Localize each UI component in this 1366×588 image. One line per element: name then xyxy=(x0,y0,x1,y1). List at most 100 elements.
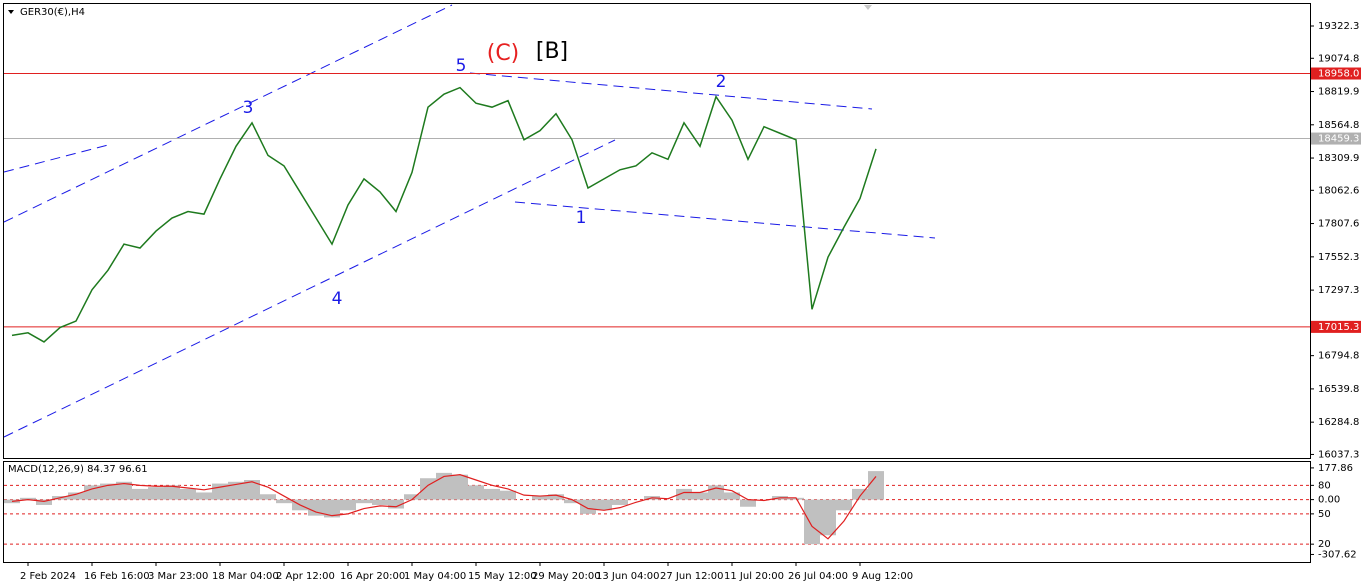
macd-bar xyxy=(724,492,740,500)
wave-label: 4 xyxy=(332,289,343,309)
price-level-tag xyxy=(1311,132,1361,145)
macd-bar xyxy=(420,478,436,500)
macd-bar xyxy=(276,499,292,504)
x-tick-label: 16 Feb 16:00 xyxy=(84,571,150,582)
wave-label: (C) xyxy=(487,41,520,66)
macd-bar xyxy=(68,492,84,500)
price-level-label: 18459.3 xyxy=(1318,134,1359,145)
chart-title: GER30(€),H4 xyxy=(20,7,85,18)
macd-bar xyxy=(164,485,180,500)
channel-line xyxy=(469,72,873,110)
macd-bar xyxy=(228,481,244,500)
shift-marker xyxy=(864,5,872,10)
macd-bar xyxy=(116,481,132,500)
x-tick-label: 13 Jun 04:00 xyxy=(596,571,660,582)
macd-bar xyxy=(692,492,708,500)
macd-bar xyxy=(820,499,836,536)
macd-bar xyxy=(372,499,388,505)
x-tick-label: 18 Mar 04:00 xyxy=(212,571,279,582)
macd-bar xyxy=(676,488,692,500)
y-tick-label: 16037.3 xyxy=(1318,449,1359,460)
x-tick-label: 2 Apr 12:00 xyxy=(276,571,335,582)
channel-line xyxy=(3,139,616,438)
macd-bar xyxy=(548,494,564,500)
macd-bar xyxy=(20,497,36,500)
signal-line xyxy=(11,474,877,540)
y-tick-label: 18062.6 xyxy=(1318,185,1359,196)
y-tick-label: 177.86 xyxy=(1318,463,1353,474)
x-tick-label: 9 Aug 12:00 xyxy=(852,571,913,582)
y-tick-label: 18564.8 xyxy=(1318,120,1359,131)
y-tick-label: 18309.9 xyxy=(1318,153,1359,164)
macd-bar xyxy=(100,483,116,500)
y-tick-label: 19074.8 xyxy=(1318,53,1359,64)
macd-bar xyxy=(500,490,516,500)
price-level-tag xyxy=(1311,67,1361,80)
macd-bar xyxy=(580,499,596,514)
y-tick-label: 20 xyxy=(1318,539,1331,550)
x-tick-label: 26 Jul 04:00 xyxy=(788,571,848,582)
y-tick-label: 0.00 xyxy=(1318,495,1340,506)
y-tick-label: 17552.3 xyxy=(1318,252,1359,263)
trend-lines xyxy=(3,4,936,438)
x-tick-label: 15 May 12:00 xyxy=(468,571,537,582)
macd-bar xyxy=(564,499,580,504)
macd-bar xyxy=(532,496,548,500)
macd-bar xyxy=(468,485,484,500)
macd-bar xyxy=(84,485,100,500)
price-line xyxy=(11,86,877,343)
macd-panel xyxy=(3,461,1311,563)
price-level-label: 17015.3 xyxy=(1318,322,1359,333)
macd-bar xyxy=(612,499,628,505)
macd-bar xyxy=(244,480,260,500)
macd-bar xyxy=(340,499,356,511)
macd-bar xyxy=(260,494,276,500)
menu-arrow xyxy=(8,10,14,14)
macd-bar xyxy=(484,488,500,500)
y-tick-label: 17297.3 xyxy=(1318,285,1359,296)
y-tick-label: 16794.8 xyxy=(1318,351,1359,362)
macd-bar xyxy=(356,499,372,504)
y-tick-label: 80 xyxy=(1318,480,1331,491)
macd-bar xyxy=(452,474,468,500)
wave-label: 3 xyxy=(243,98,254,118)
y-tick-label: 18819.9 xyxy=(1318,87,1359,98)
x-tick-label: 2 Feb 2024 xyxy=(20,571,76,582)
x-tick-label: 29 May 20:00 xyxy=(532,571,601,582)
price-level-label: 18958.0 xyxy=(1318,69,1359,80)
macd-bar xyxy=(436,472,452,500)
macd-bar xyxy=(324,499,340,518)
wave-label: 1 xyxy=(576,208,587,228)
wave-label: 2 xyxy=(716,72,727,92)
macd-bar xyxy=(804,499,820,545)
y-tick-label: 16539.8 xyxy=(1318,384,1359,395)
wave-label: 5 xyxy=(456,56,467,76)
macd-bar xyxy=(132,488,148,500)
y-tick-label: 19322.3 xyxy=(1318,21,1359,32)
channel-line xyxy=(3,144,109,173)
macd-bar xyxy=(148,487,164,500)
channel-line xyxy=(514,201,936,239)
x-tick-label: 27 Jun 12:00 xyxy=(660,571,724,582)
macd-bar xyxy=(36,499,52,505)
y-tick-label: 50 xyxy=(1318,509,1331,520)
macd-bar xyxy=(308,499,324,516)
x-tick-label: 16 Apr 20:00 xyxy=(340,571,405,582)
wave-label: [B] xyxy=(536,39,568,64)
macd-bar xyxy=(836,499,852,511)
macd-bar xyxy=(596,499,612,511)
macd-bar xyxy=(388,499,404,509)
x-tick-label: 11 Jul 20:00 xyxy=(724,571,784,582)
macd-bar xyxy=(868,471,884,500)
macd-title: MACD(12,26,9) 84.37 96.61 xyxy=(8,464,148,475)
macd-bar xyxy=(404,494,420,500)
macd-bar xyxy=(196,492,212,500)
macd-bar xyxy=(180,488,196,500)
y-tick-label: 17807.6 xyxy=(1318,219,1359,230)
y-tick-label: 16284.8 xyxy=(1318,417,1359,428)
y-tick-label: -307.62 xyxy=(1318,549,1357,560)
channel-line xyxy=(3,4,453,223)
macd-bar xyxy=(740,499,756,507)
x-tick-label: 3 Mar 23:00 xyxy=(148,571,208,582)
